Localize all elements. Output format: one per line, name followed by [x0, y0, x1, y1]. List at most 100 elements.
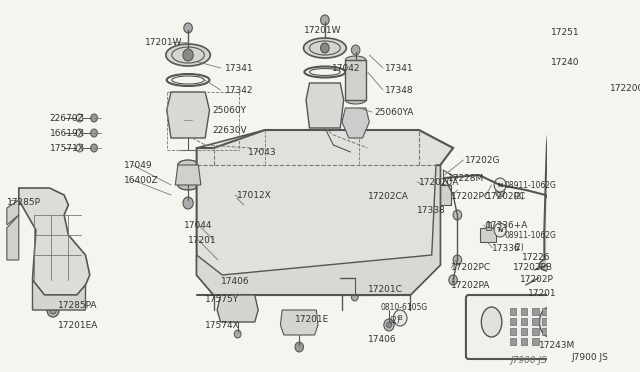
Bar — [486, 222, 491, 230]
Text: 17336: 17336 — [492, 244, 521, 253]
Circle shape — [295, 342, 303, 352]
Bar — [532, 328, 539, 335]
Polygon shape — [7, 215, 19, 260]
Bar — [521, 308, 527, 315]
Text: 17044: 17044 — [184, 221, 212, 230]
Text: 17201C: 17201C — [367, 285, 403, 295]
Polygon shape — [7, 200, 19, 225]
Text: B: B — [397, 315, 403, 321]
Text: 17406: 17406 — [367, 336, 396, 344]
Circle shape — [453, 210, 461, 220]
Circle shape — [453, 255, 461, 265]
Circle shape — [91, 114, 97, 122]
Circle shape — [49, 306, 56, 314]
Text: 16400Z: 16400Z — [124, 176, 159, 185]
Circle shape — [449, 275, 458, 285]
Polygon shape — [346, 60, 366, 100]
Circle shape — [91, 129, 97, 137]
Bar — [542, 308, 549, 315]
Ellipse shape — [346, 56, 366, 64]
Circle shape — [494, 223, 506, 237]
Text: 17243M: 17243M — [539, 340, 575, 350]
Polygon shape — [280, 310, 318, 335]
Circle shape — [91, 144, 97, 152]
Text: 16619X: 16619X — [49, 128, 84, 138]
Ellipse shape — [243, 260, 270, 270]
Text: (2): (2) — [513, 243, 524, 251]
Polygon shape — [175, 165, 201, 185]
Text: 25060Y: 25060Y — [212, 106, 246, 115]
Bar — [542, 318, 549, 325]
Text: 17201W: 17201W — [303, 26, 341, 35]
FancyBboxPatch shape — [466, 295, 582, 359]
Circle shape — [494, 178, 506, 192]
Text: 17338: 17338 — [417, 205, 446, 215]
Text: 17336+A: 17336+A — [486, 221, 528, 230]
Text: 17201EA: 17201EA — [58, 321, 99, 330]
Text: 17202PC: 17202PC — [451, 263, 492, 273]
Text: 08911-1062G: 08911-1062G — [504, 180, 556, 189]
Ellipse shape — [178, 160, 198, 170]
Text: 0810-6105G: 0810-6105G — [380, 304, 428, 312]
Bar — [435, 185, 451, 205]
Circle shape — [349, 115, 362, 129]
Ellipse shape — [346, 96, 366, 104]
Text: 17012X: 17012X — [237, 190, 271, 199]
Bar — [542, 328, 549, 335]
Text: 17406: 17406 — [221, 278, 249, 286]
Text: 17202PC: 17202PC — [486, 192, 525, 201]
Circle shape — [321, 43, 329, 53]
Ellipse shape — [540, 259, 558, 271]
Ellipse shape — [303, 38, 346, 58]
Text: 17201W: 17201W — [145, 38, 183, 46]
Text: 17348: 17348 — [385, 86, 413, 94]
Text: 17228M: 17228M — [448, 173, 484, 183]
Ellipse shape — [178, 180, 198, 190]
Ellipse shape — [239, 141, 275, 155]
Ellipse shape — [233, 138, 280, 158]
Text: 22670Z: 22670Z — [49, 113, 84, 122]
Circle shape — [180, 98, 196, 118]
Bar — [509, 328, 516, 335]
Text: 17201E: 17201E — [295, 315, 329, 324]
Ellipse shape — [552, 61, 577, 75]
Text: 17201: 17201 — [188, 235, 217, 244]
Circle shape — [351, 293, 358, 301]
Bar — [509, 308, 516, 315]
Ellipse shape — [559, 28, 583, 42]
Circle shape — [393, 310, 407, 326]
Text: 17202PC: 17202PC — [451, 192, 492, 201]
Polygon shape — [166, 92, 209, 138]
Circle shape — [568, 28, 575, 36]
Polygon shape — [196, 130, 453, 295]
Ellipse shape — [344, 138, 391, 158]
Text: 17285PA: 17285PA — [58, 301, 98, 310]
Text: (2): (2) — [513, 192, 524, 201]
Text: 17202P: 17202P — [520, 276, 554, 285]
Text: J7900 JS: J7900 JS — [510, 356, 547, 365]
Circle shape — [384, 319, 394, 331]
Ellipse shape — [166, 44, 211, 66]
Circle shape — [234, 305, 242, 315]
Bar — [481, 228, 496, 242]
Circle shape — [496, 187, 504, 197]
Polygon shape — [342, 108, 369, 138]
Bar — [532, 318, 539, 325]
Text: 08911-1062G: 08911-1062G — [504, 231, 556, 240]
Text: 17202G: 17202G — [465, 155, 500, 164]
Text: 17202CA: 17202CA — [367, 192, 408, 201]
Text: 17201: 17201 — [529, 289, 557, 298]
Circle shape — [183, 197, 193, 209]
Text: 22630V: 22630V — [212, 125, 246, 135]
Ellipse shape — [481, 307, 502, 337]
Text: J7900 JS: J7900 JS — [571, 353, 608, 362]
Text: 17571X: 17571X — [49, 144, 84, 153]
Text: 17042: 17042 — [332, 64, 360, 73]
Circle shape — [351, 45, 360, 55]
Text: 17202PB: 17202PB — [513, 263, 553, 273]
Text: N: N — [497, 183, 503, 187]
Bar — [521, 318, 527, 325]
Circle shape — [76, 129, 83, 137]
Bar — [521, 338, 527, 345]
Circle shape — [349, 146, 360, 158]
